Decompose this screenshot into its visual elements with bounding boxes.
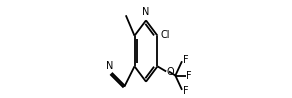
Text: F: F [183,55,188,65]
Text: Cl: Cl [160,30,170,40]
Text: N: N [142,7,150,17]
Text: N: N [105,61,113,71]
Text: F: F [186,71,192,81]
Text: F: F [183,86,188,96]
Text: O: O [167,67,174,77]
